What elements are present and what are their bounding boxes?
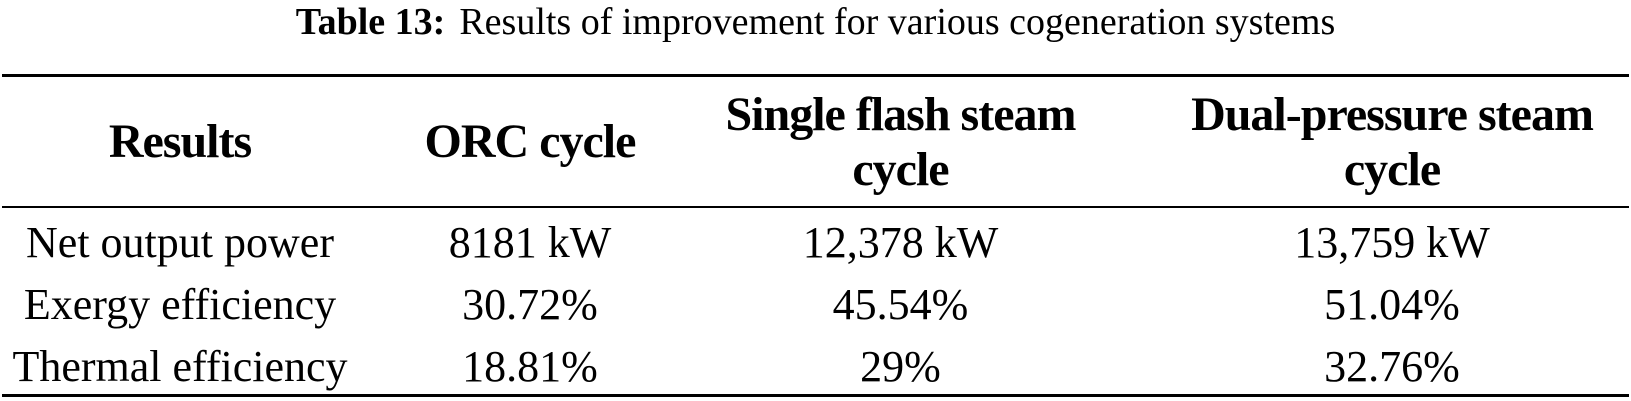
- table-caption: Table 13: Results of improvement for var…: [0, 0, 1631, 74]
- cell-value: 30.72%: [462, 279, 598, 329]
- column-header-results: Results: [108, 115, 252, 168]
- cell-value: 18.81%: [462, 341, 598, 391]
- cell-value: 45.54%: [832, 279, 969, 329]
- table-caption-label: Table 13:: [295, 1, 446, 43]
- table-caption-text: Results of improvement for various cogen…: [459, 1, 1336, 43]
- cell-value: 8181 kW: [448, 217, 612, 267]
- column-header-single-flash-steam-cycle: Single flash steam cycle: [725, 87, 1076, 196]
- row-label: Net output power: [26, 217, 334, 267]
- column-header-orc-cycle: ORC cycle: [424, 115, 637, 168]
- table-row-net-output-power: Net output power 8181 kW 12,378 kW 13,75…: [2, 208, 1629, 270]
- cell-value: 32.76%: [1324, 341, 1460, 391]
- table-row-thermal-efficiency: Thermal efficiency 18.81% 29% 32.76%: [2, 332, 1629, 394]
- row-label: Thermal efficiency: [12, 341, 348, 391]
- cell-value: 29%: [860, 341, 941, 391]
- table-header-row: Results ORC cycle Single flash steam cyc…: [2, 77, 1629, 208]
- results-table: Results ORC cycle Single flash steam cyc…: [2, 74, 1629, 397]
- cell-value: 12,378 kW: [802, 217, 999, 267]
- cell-value: 13,759 kW: [1294, 217, 1490, 267]
- table-row-exergy-efficiency: Exergy efficiency 30.72% 45.54% 51.04%: [2, 270, 1629, 332]
- row-label: Exergy efficiency: [23, 279, 337, 329]
- cell-value: 51.04%: [1324, 279, 1460, 329]
- column-header-dual-pressure-steam-cycle: Dual-pressure steam cycle: [1191, 87, 1594, 196]
